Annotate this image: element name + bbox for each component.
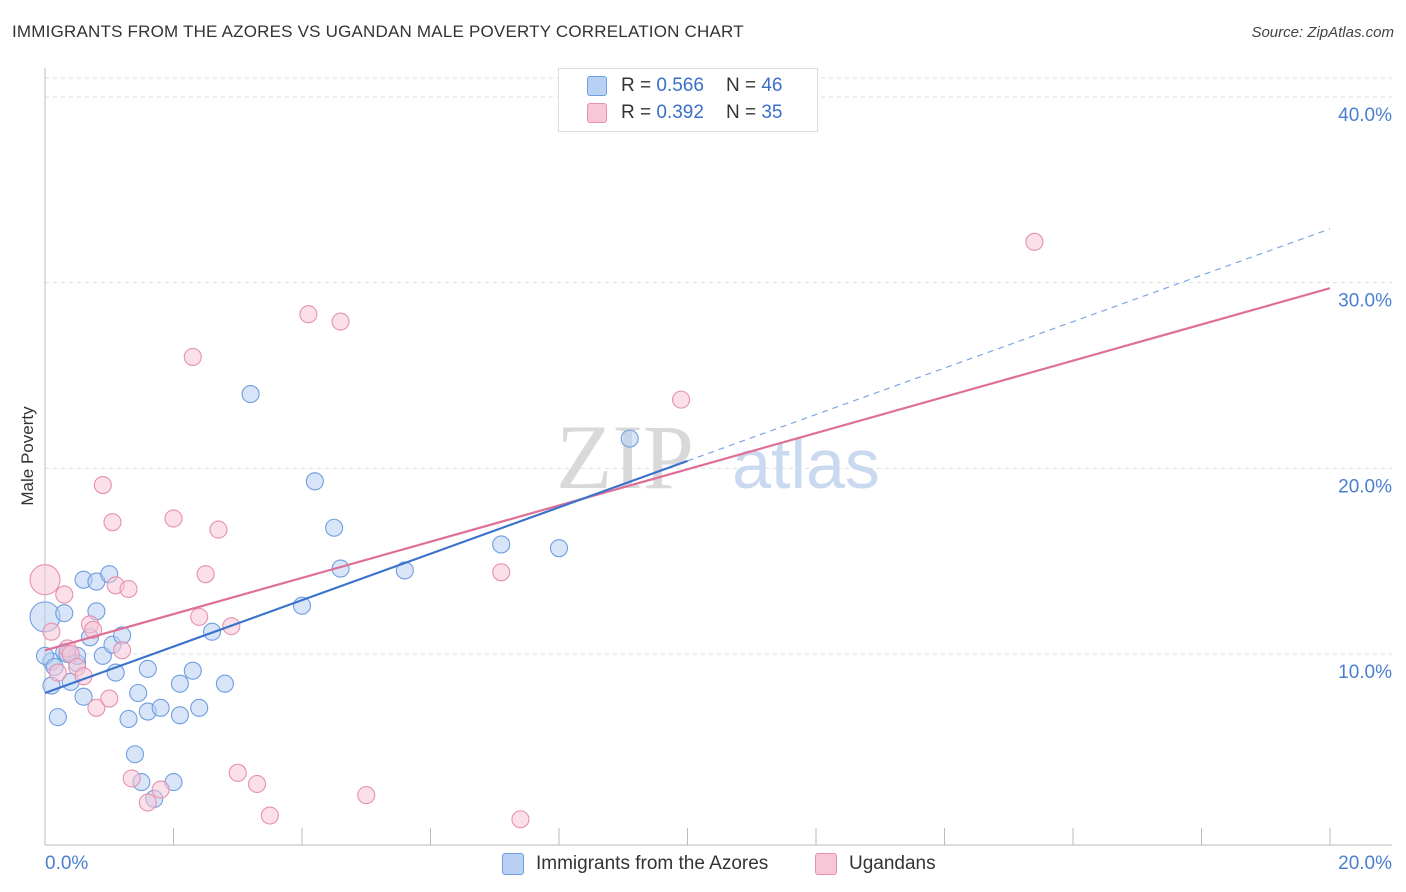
y-tick-label: 30.0%: [1338, 291, 1392, 312]
point-azores: [170, 674, 189, 693]
point-ugandans: [87, 698, 106, 717]
point-ugandans: [84, 620, 103, 639]
legend-n-label: N =: [725, 75, 757, 96]
y-axis-label: Male Poverty: [18, 406, 37, 506]
point-ugandans: [228, 763, 247, 782]
legend-row-ugandans: R = 0.392 N = 35: [587, 102, 782, 124]
legend-swatch-azores: [587, 76, 607, 96]
point-azores: [119, 709, 138, 729]
point-azores: [129, 683, 148, 703]
point-azores: [55, 604, 74, 623]
point-ugandans: [511, 810, 530, 829]
point-azores: [151, 698, 170, 717]
legend-r-label: R =: [621, 102, 652, 123]
y-tick-label: 10.0%: [1338, 662, 1392, 683]
point-azores: [325, 518, 344, 537]
y-tick-label: 40.0%: [1338, 105, 1392, 126]
point-ugandans: [55, 585, 74, 604]
point-ugandans: [119, 579, 138, 599]
gridlines: [45, 77, 1392, 655]
point-ugandans: [29, 564, 61, 596]
point-ugandans: [331, 312, 350, 331]
point-azores: [549, 539, 569, 558]
legend-r-label: R =: [621, 75, 652, 96]
point-ugandans: [113, 641, 132, 660]
point-ugandans: [93, 475, 112, 495]
point-azores: [74, 687, 93, 706]
x-tick-label-max: 20.0%: [1338, 853, 1392, 874]
watermark-atlas: atlas: [732, 425, 880, 503]
y-tick-label: 20.0%: [1338, 476, 1392, 497]
point-ugandans: [1025, 232, 1044, 251]
point-ugandans: [42, 622, 61, 641]
point-ugandans: [247, 774, 267, 794]
trend-line-ugandans: [44, 287, 1331, 652]
trend-lines: [44, 228, 1331, 695]
point-azores: [190, 698, 209, 717]
legend-row-azores: R = 0.566 N = 46: [587, 75, 782, 97]
bottom-legend-azores: Immigrants from the Azores: [502, 852, 768, 876]
point-azores: [170, 706, 189, 725]
point-ugandans: [151, 780, 170, 799]
point-azores: [183, 661, 202, 680]
point-ugandans: [190, 607, 209, 626]
x-tick-label-min: 0.0%: [45, 853, 88, 874]
trend-line-azores: [44, 459, 688, 695]
source-label: Source: ZipAtlas.com: [1251, 24, 1394, 41]
point-ugandans: [196, 565, 215, 584]
point-ugandans: [138, 793, 157, 812]
point-ugandans: [260, 806, 279, 825]
bottom-legend-swatch-ugandans: [815, 853, 837, 875]
point-azores: [305, 472, 324, 491]
legend-swatch-ugandans: [587, 103, 607, 123]
point-azores: [48, 708, 67, 727]
legend-n-label: N =: [725, 102, 757, 123]
point-ugandans: [183, 347, 202, 366]
bottom-legend-ugandans: Ugandans: [815, 852, 936, 876]
point-ugandans: [672, 390, 691, 409]
legend-n-value-azores: 46: [761, 75, 783, 96]
watermark-zip: ZIP: [556, 406, 694, 508]
point-ugandans: [100, 689, 119, 708]
legend-r-value-ugandans: 0.392: [656, 102, 704, 123]
point-ugandans: [357, 786, 376, 805]
point-ugandans: [103, 513, 122, 532]
point-azores: [138, 659, 157, 678]
point-ugandans: [299, 305, 318, 324]
trend-line-azores-extension: [687, 228, 1331, 462]
watermark: ZIP atlas: [556, 406, 880, 508]
point-azores: [492, 535, 511, 554]
point-ugandans: [122, 769, 141, 788]
point-ugandans: [492, 563, 511, 582]
bottom-legend-label-ugandans: Ugandans: [849, 853, 936, 874]
tick-labels: 10.0% 20.0% 30.0% 40.0% 0.0% 20.0%: [45, 105, 1392, 874]
point-azores: [125, 745, 144, 764]
point-azores: [241, 385, 260, 404]
chart-title: IMMIGRANTS FROM THE AZORES VS UGANDAN MA…: [12, 22, 744, 41]
point-azores: [620, 429, 639, 448]
point-azores: [215, 674, 234, 693]
legend-r-value-azores: 0.566: [656, 75, 704, 96]
point-ugandans: [209, 520, 228, 539]
legend-n-value-ugandans: 35: [761, 102, 783, 123]
axes: [44, 68, 1392, 846]
legend: R = 0.566 N = 46 R = 0.392 N = 35: [558, 68, 818, 132]
point-ugandans: [48, 663, 67, 682]
bottom-legend-swatch-azores: [502, 853, 524, 875]
point-ugandans: [164, 509, 183, 528]
data-points: [29, 232, 1044, 829]
bottom-legend-label-azores: Immigrants from the Azores: [536, 853, 769, 874]
